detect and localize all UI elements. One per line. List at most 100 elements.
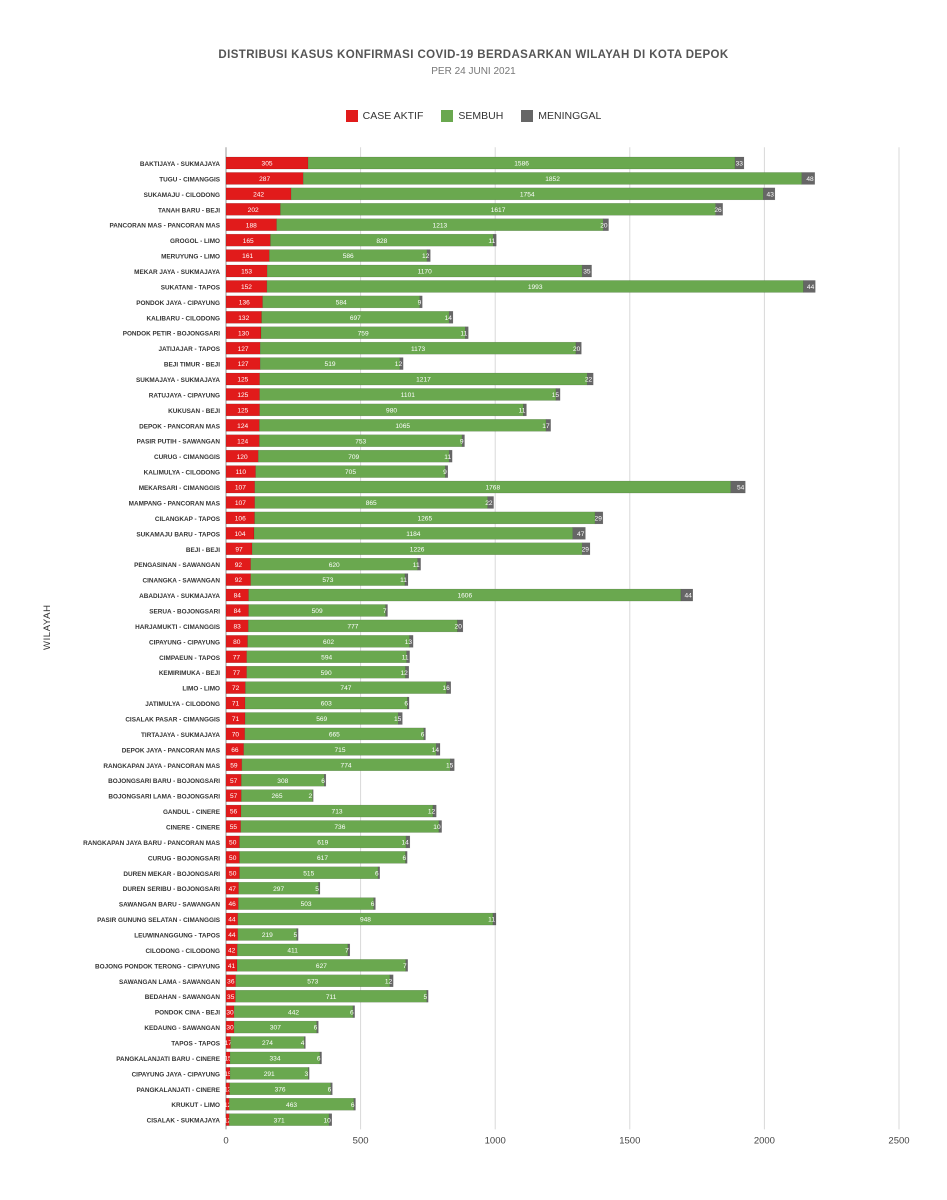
data-label-case-aktif: 66 <box>231 747 239 754</box>
data-label-case-aktif: 107 <box>235 485 246 492</box>
bar-sembuh <box>246 650 407 663</box>
data-label-meninggal: 26 <box>714 207 722 214</box>
data-label-case-aktif: 97 <box>235 546 243 553</box>
bar-meninggal <box>545 419 551 432</box>
category-label: MAMPANG - PANCORAN MAS <box>129 500 221 507</box>
bar-sembuh <box>235 990 428 1003</box>
legend-item-sembuh[interactable]: SEMBUH <box>441 110 503 122</box>
data-label-meninggal: 17 <box>542 423 550 430</box>
bar-meninggal <box>308 1067 310 1080</box>
data-label-sembuh: 1173 <box>411 346 426 353</box>
data-label-meninggal: 11 <box>400 577 407 584</box>
bar-meninggal <box>602 218 609 231</box>
data-label-case-aktif: 92 <box>235 577 243 584</box>
category-label: TUGU - CIMANGGIS <box>159 176 220 183</box>
bar-meninggal <box>330 1082 333 1096</box>
data-label-case-aktif: 59 <box>230 762 238 769</box>
data-label-meninggal: 29 <box>582 546 590 553</box>
category-label: BOJONGSARI BARU - BOJONGSARI <box>108 778 220 785</box>
category-label: KALIMULYA - CILODONG <box>144 470 220 477</box>
data-label-case-aktif: 107 <box>235 500 246 507</box>
data-label-case-aktif: 120 <box>237 454 248 461</box>
data-label-case-aktif: 70 <box>232 732 240 739</box>
data-label-sembuh: 603 <box>321 701 332 708</box>
data-label-case-aktif: 83 <box>233 624 241 631</box>
data-label-meninggal: 6 <box>314 1025 318 1032</box>
x-tick-label: 2500 <box>888 1135 909 1146</box>
data-label-sembuh: 590 <box>321 670 332 677</box>
bar-sembuh <box>229 1067 309 1080</box>
legend-item-case-aktif[interactable]: CASE AKTIF <box>345 110 423 122</box>
data-label-sembuh: 1754 <box>520 191 535 198</box>
category-label: PASIR PUTIH - SAWANGAN <box>137 439 221 446</box>
category-label: CURUG - BOJONGSARI <box>148 855 220 862</box>
data-label-case-aktif: 188 <box>246 222 257 229</box>
data-label-case-aktif: 104 <box>234 531 245 538</box>
category-label: CISALAK PASAR - CIMANGGIS <box>125 716 220 723</box>
category-label: MERUYUNG - LIMO <box>161 254 220 261</box>
data-label-case-aktif: 124 <box>237 423 248 430</box>
data-label-meninggal: 12 <box>422 253 430 260</box>
bar-sembuh <box>238 897 374 910</box>
category-label: BEJI - BEJI <box>186 547 220 554</box>
bar-meninggal <box>324 774 327 787</box>
data-label-case-aktif: 41 <box>228 963 236 970</box>
data-label-sembuh: 1265 <box>417 515 432 522</box>
data-label-sembuh: 442 <box>288 1009 299 1016</box>
data-label-meninggal: 54 <box>737 485 745 492</box>
data-label-meninggal: 6 <box>351 1102 355 1109</box>
bar-meninggal <box>377 866 380 879</box>
data-label-case-aktif: 50 <box>229 840 237 847</box>
bar-meninggal <box>406 650 410 663</box>
data-label-sembuh: 665 <box>329 732 340 739</box>
data-label-sembuh: 777 <box>347 624 358 631</box>
data-label-meninggal: 15 <box>446 762 454 769</box>
data-label-meninggal: 44 <box>807 284 815 291</box>
data-label-meninggal: 12 <box>428 809 436 816</box>
legend-item-meninggal[interactable]: MENINGGAL <box>521 110 601 122</box>
bar-meninggal <box>426 249 431 262</box>
category-label: ABADIJAYA - SUKMAJAYA <box>139 593 220 600</box>
legend-swatch-sembuh <box>441 110 454 122</box>
category-label: DEPOK JAYA - PANCORAN MAS <box>122 747 221 754</box>
data-label-sembuh: 1993 <box>528 284 543 291</box>
data-label-sembuh: 297 <box>273 886 284 893</box>
data-label-sembuh: 274 <box>262 1040 273 1047</box>
data-label-case-aktif: 130 <box>238 330 249 337</box>
data-label-sembuh: 586 <box>343 253 354 260</box>
category-label: PONDOK PETIR - BOJONGSARI <box>123 331 221 338</box>
bar-meninggal <box>318 882 321 895</box>
x-tick-label: 1000 <box>485 1135 506 1146</box>
data-label-sembuh: 509 <box>312 608 323 615</box>
data-label-sembuh: 705 <box>345 469 356 476</box>
data-label-meninggal: 20 <box>455 624 463 631</box>
data-label-meninggal: 16 <box>442 685 450 692</box>
category-label: SAWANGAN LAMA - SAWANGAN <box>119 979 220 986</box>
bar-meninggal <box>438 820 442 833</box>
data-label-sembuh: 1226 <box>410 546 425 553</box>
bar-meninggal <box>448 311 454 324</box>
category-label: HARJAMUKTI - CIMANGGIS <box>135 624 221 631</box>
data-label-meninggal: 7 <box>345 948 349 955</box>
data-label-sembuh: 980 <box>386 407 397 414</box>
bar-meninggal <box>409 635 414 648</box>
category-label: PENGASINAN - SAWANGAN <box>134 562 220 569</box>
data-label-case-aktif: 84 <box>234 593 242 600</box>
category-label: KRUKUT - LIMO <box>171 1102 220 1109</box>
data-label-meninggal: 20 <box>573 346 581 353</box>
bar-meninggal <box>581 542 591 555</box>
data-label-sembuh: 697 <box>350 315 361 322</box>
data-label-sembuh: 519 <box>325 361 336 368</box>
data-label-meninggal: 6 <box>350 1009 354 1016</box>
bar-meninggal <box>594 511 604 525</box>
data-label-case-aktif: 110 <box>236 469 247 476</box>
chart-subtitle: PER 24 JUNI 2021 <box>431 66 516 77</box>
data-label-sembuh: 1170 <box>418 269 433 276</box>
data-label-meninggal: 20 <box>600 222 608 229</box>
data-label-case-aktif: 46 <box>229 901 237 908</box>
data-label-case-aktif: 80 <box>233 639 241 646</box>
bar-meninggal <box>389 974 394 987</box>
bar-meninggal <box>715 203 723 216</box>
data-label-case-aktif: 84 <box>234 608 242 615</box>
data-label-meninggal: 12 <box>395 361 403 368</box>
